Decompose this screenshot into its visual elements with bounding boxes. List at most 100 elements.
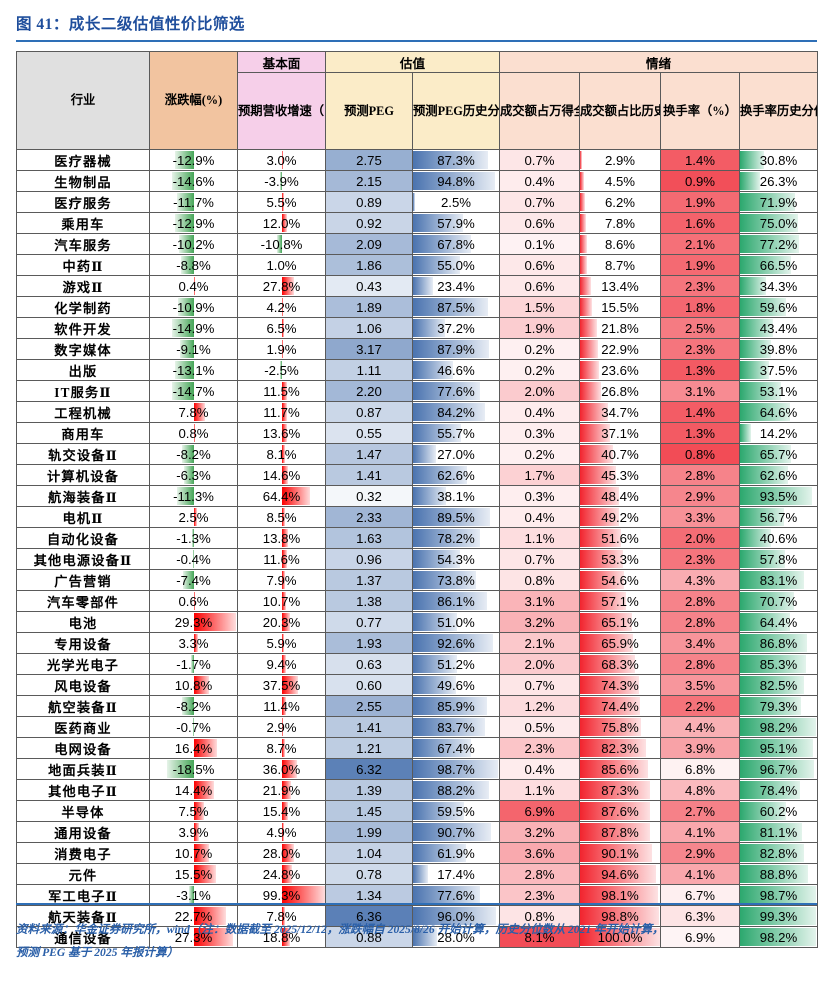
cell-turnpct: 82.8% — [739, 842, 818, 864]
cell-turnpct: 64.6% — [739, 401, 818, 423]
cell-amtall: 0.6% — [499, 254, 580, 276]
cell-chg: 2.5% — [149, 506, 238, 528]
cell-value-pegpct: 67.8% — [437, 236, 475, 252]
cell-amtpct: 53.3% — [579, 548, 661, 570]
cell-value-pegpct: 55.7% — [437, 425, 475, 441]
cell-amtall: 2.8% — [499, 863, 580, 885]
table-row: 专用设备 3.3% 5.9% 1.93 92.6% 2.1% 65.9% 3.4% 86.8% — [16, 632, 818, 654]
cell-rev: 1.0% — [237, 254, 326, 276]
cell-value-amtpct: 65.1% — [601, 614, 639, 630]
cell-pegpct: 67.4% — [412, 737, 500, 759]
cell-pegpct: 55.7% — [412, 422, 500, 444]
cell-pegpct: 17.4% — [412, 863, 500, 885]
row-industry-name: 汽车服务 — [16, 233, 150, 255]
cell-pegpct: 85.9% — [412, 695, 500, 717]
cell-value-chg: -9.1% — [176, 341, 211, 357]
table-row: 电网设备 16.4% 8.7% 1.21 67.4% 2.3% 82.3% 3.9% 95.1% — [16, 737, 818, 759]
cell-value-pegpct: 87.9% — [437, 341, 475, 357]
cell-value-peg: 2.09 — [356, 236, 382, 252]
cell-peg: 1.38 — [325, 590, 413, 612]
cell-pegpct: 78.2% — [412, 527, 500, 549]
cell-turnpct: 34.3% — [739, 275, 818, 297]
cell-rev: 20.3% — [237, 611, 326, 633]
cell-rev: 8.5% — [237, 506, 326, 528]
cell-peg: 2.33 — [325, 506, 413, 528]
cell-peg: 0.96 — [325, 548, 413, 570]
cell-amtpct: 49.2% — [579, 506, 661, 528]
cell-peg: 1.39 — [325, 779, 413, 801]
cell-amtall: 6.9% — [499, 800, 580, 822]
cell-turn: 2.3% — [660, 548, 740, 570]
row-industry-name: 地面兵装Ⅱ — [16, 758, 150, 780]
cell-value-pegpct: 46.6% — [437, 362, 475, 378]
cell-value-chg: 2.5% — [178, 509, 209, 525]
cell-turnpct: 83.1% — [739, 569, 818, 591]
cell-value-turnpct: 65.7% — [759, 446, 798, 462]
cell-value-amtall: 0.4% — [524, 761, 555, 777]
cell-value-peg: 1.63 — [356, 530, 382, 546]
cell-pegpct: 98.7% — [412, 758, 500, 780]
cell-value-amtall: 0.7% — [524, 551, 555, 567]
cell-rev: 36.0% — [237, 758, 326, 780]
cell-value-rev: 8.1% — [266, 446, 297, 462]
cell-value-rev: 21.9% — [262, 782, 301, 798]
cell-value-pegpct: 78.2% — [437, 530, 475, 546]
cell-value-chg: 0.8% — [178, 425, 209, 441]
table-row: 元件 15.5% 24.8% 0.78 17.4% 2.8% 94.6% 4.1% 88.8% — [16, 863, 818, 885]
cell-amtall: 0.6% — [499, 275, 580, 297]
cell-rev: 6.5% — [237, 317, 326, 339]
table-row: 乘用车 -12.9% 12.0% 0.92 57.9% 0.6% 7.8% 1.6% 75.0% — [16, 212, 818, 234]
cell-value-peg: 1.34 — [356, 887, 382, 903]
row-industry-name: 医药商业 — [16, 716, 150, 738]
cell-turnpct: 53.1% — [739, 380, 818, 402]
cell-amtall: 0.4% — [499, 401, 580, 423]
cell-pegpct: 55.0% — [412, 254, 500, 276]
cell-peg: 6.32 — [325, 758, 413, 780]
cell-value-amtpct: 34.7% — [601, 404, 639, 420]
cell-value-pegpct: 96.0% — [437, 908, 475, 924]
cell-peg: 1.06 — [325, 317, 413, 339]
cell-amtpct: 65.9% — [579, 632, 661, 654]
cell-value-amtall: 0.8% — [524, 572, 555, 588]
cell-value-rev: 13.8% — [262, 530, 301, 546]
cell-value-peg: 1.47 — [356, 446, 382, 462]
cell-amtall: 3.1% — [499, 590, 580, 612]
cell-value-rev: 12.0% — [262, 215, 301, 231]
cell-value-pegpct: 17.4% — [437, 866, 475, 882]
row-industry-name: 风电设备 — [16, 674, 150, 696]
cell-value-rev: 3.0% — [266, 152, 297, 168]
cell-value-chg: -18.5% — [172, 761, 215, 777]
cell-value-amtall: 0.7% — [524, 677, 555, 693]
table-row: 医疗服务 -11.7% 5.5% 0.89 2.5% 0.7% 6.2% 1.9% 71.9% — [16, 191, 818, 213]
cell-value-turnpct: 95.1% — [759, 740, 798, 756]
cell-chg: -14.6% — [149, 170, 238, 192]
cell-chg: 16.4% — [149, 737, 238, 759]
page-title: 图 41：成长二级估值性价比筛选 — [16, 16, 245, 33]
cell-pegpct: 94.8% — [412, 170, 500, 192]
cell-value-turnpct: 81.1% — [759, 824, 798, 840]
cell-turn: 4.1% — [660, 863, 740, 885]
cell-amtpct: 51.6% — [579, 527, 661, 549]
cell-value-pegpct: 67.4% — [437, 740, 475, 756]
cell-value-peg: 1.93 — [356, 635, 382, 651]
cell-value-turnpct: 30.8% — [759, 152, 798, 168]
source-note-line2: 预测 PEG 基于 2025 年报计算） — [16, 946, 179, 960]
cell-amtall: 2.1% — [499, 632, 580, 654]
cell-value-rev: 7.8% — [266, 908, 297, 924]
cell-value-amtpct: 48.4% — [601, 488, 639, 504]
table-row: 数字媒体 -9.1% 1.9% 3.17 87.9% 0.2% 22.9% 2.3% 39.8% — [16, 338, 818, 360]
cell-chg: -6.3% — [149, 464, 238, 486]
cell-value-turn: 1.9% — [684, 194, 716, 210]
cell-rev: 13.8% — [237, 527, 326, 549]
cell-value-turnpct: 57.8% — [759, 551, 798, 567]
cell-pegpct: 83.7% — [412, 716, 500, 738]
cell-value-amtpct: 15.5% — [601, 299, 639, 315]
cell-turn: 2.8% — [660, 611, 740, 633]
cell-turn: 1.6% — [660, 212, 740, 234]
cell-pegpct: 51.2% — [412, 653, 500, 675]
cell-value-turnpct: 64.6% — [759, 404, 798, 420]
cell-chg: 14.4% — [149, 779, 238, 801]
cell-pegpct: 23.4% — [412, 275, 500, 297]
